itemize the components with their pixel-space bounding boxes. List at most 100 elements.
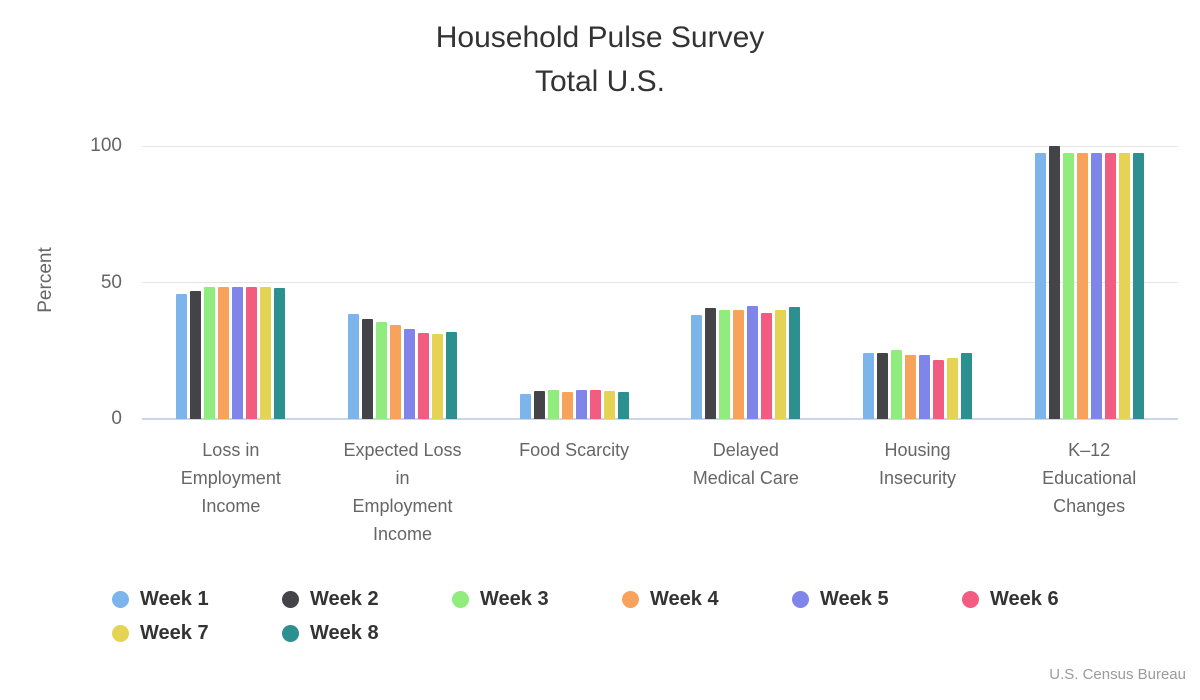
bar-week-5-delayed-medical-care[interactable] [747, 306, 759, 419]
bar-group-loss-in-employment-income [145, 146, 317, 419]
legend-marker-icon [792, 590, 809, 608]
bar-group-delayed-medical-care [660, 146, 832, 419]
legend-label: Week 6 [990, 587, 1059, 610]
chart-title: Household Pulse Survey Total U.S. [0, 16, 1200, 103]
bar-week-5-housing-insecurity[interactable] [918, 355, 930, 419]
legend-item-week-1[interactable]: Week 1 [112, 586, 282, 612]
bar-week-5-k-12-educational-changes[interactable] [1090, 153, 1102, 419]
bar-week-8-housing-insecurity[interactable] [960, 353, 972, 419]
legend: Week 1 Week 2 Week 3 Week 4 Week 5 Week 6 Week… [112, 586, 1142, 646]
legend-marker-icon [622, 590, 639, 608]
y-axis-ticks: 100 50 0 [50, 0, 122, 500]
bar-week-8-expected-loss-in-employment-income[interactable] [445, 332, 457, 419]
bar-week-3-k-12-educational-changes[interactable] [1062, 153, 1074, 419]
y-tick-100: 100 [90, 135, 122, 156]
legend-marker-icon [962, 590, 979, 608]
legend-marker-icon [112, 590, 129, 608]
legend-label: Week 1 [140, 587, 209, 610]
legend-label: Week 7 [140, 621, 209, 644]
legend-item-week-2[interactable]: Week 2 [282, 586, 452, 612]
bar-week-6-food-scarcity[interactable] [589, 390, 601, 419]
legend-label: Week 2 [310, 587, 379, 610]
bar-week-1-food-scarcity[interactable] [519, 394, 531, 419]
legend-item-week-8[interactable]: Week 8 [282, 620, 452, 646]
bar-week-5-loss-in-employment-income[interactable] [232, 287, 244, 419]
bar-week-6-k-12-educational-changes[interactable] [1104, 153, 1116, 419]
bar-week-4-delayed-medical-care[interactable] [733, 310, 745, 419]
plot-area [142, 146, 1178, 420]
bar-week-3-food-scarcity[interactable] [547, 390, 559, 419]
gridline-100 [142, 146, 1178, 147]
bar-groups [145, 146, 1175, 419]
bar-week-5-food-scarcity[interactable] [575, 390, 587, 419]
legend-marker-icon [452, 590, 469, 608]
credits-link[interactable]: U.S. Census Bureau [1049, 666, 1186, 683]
bar-week-7-k-12-educational-changes[interactable] [1118, 153, 1130, 419]
bar-week-2-housing-insecurity[interactable] [876, 353, 888, 419]
bar-week-3-delayed-medical-care[interactable] [719, 310, 731, 419]
bar-week-8-delayed-medical-care[interactable] [789, 307, 801, 419]
bar-week-2-food-scarcity[interactable] [533, 391, 545, 419]
bar-week-7-expected-loss-in-employment-income[interactable] [431, 334, 443, 419]
bar-group-housing-insecurity [832, 146, 1004, 419]
bar-week-1-loss-in-employment-income[interactable] [176, 294, 188, 419]
category-label-delayed-medical-care: Delayed Medical Care [692, 440, 799, 488]
bar-group-expected-loss-in-employment-income [317, 146, 489, 419]
bar-week-6-delayed-medical-care[interactable] [761, 313, 773, 419]
bar-week-2-loss-in-employment-income[interactable] [190, 291, 202, 419]
bar-week-1-k-12-educational-changes[interactable] [1034, 153, 1046, 419]
bar-week-2-expected-loss-in-employment-income[interactable] [361, 319, 373, 419]
bar-group-food-scarcity [488, 146, 660, 419]
category-label-housing-insecurity: Housing Insecurity [878, 440, 956, 488]
bar-week-6-housing-insecurity[interactable] [932, 360, 944, 419]
y-tick-0: 0 [111, 408, 122, 429]
category-label-food-scarcity: Food Scarcity [519, 440, 630, 460]
bar-week-4-loss-in-employment-income[interactable] [218, 287, 230, 419]
bar-week-3-expected-loss-in-employment-income[interactable] [375, 322, 387, 419]
legend-item-week-3[interactable]: Week 3 [452, 586, 622, 612]
bar-week-8-loss-in-employment-income[interactable] [274, 288, 286, 419]
category-label-loss-in-employment-income: Loss in Employment Income [180, 440, 281, 516]
legend-item-week-5[interactable]: Week 5 [792, 586, 962, 612]
x-axis-line [142, 418, 1178, 420]
chart-title-line1: Household Pulse Survey [435, 21, 765, 54]
bar-week-2-k-12-educational-changes[interactable] [1048, 146, 1060, 419]
bar-week-4-food-scarcity[interactable] [561, 392, 573, 419]
legend-label: Week 5 [820, 587, 889, 610]
bar-group-k-12-educational-changes [1003, 146, 1175, 419]
category-label-k-12-educational-changes: K–12 Educational Changes [1042, 440, 1137, 516]
bar-week-1-delayed-medical-care[interactable] [691, 315, 703, 419]
x-axis-category-labels: Loss in Employment Income Expected Loss i… [145, 437, 1175, 549]
legend-marker-icon [112, 624, 129, 642]
bar-week-7-loss-in-employment-income[interactable] [260, 287, 272, 419]
chart-title-line2: Total U.S. [534, 64, 666, 98]
bar-week-8-food-scarcity[interactable] [617, 392, 629, 419]
bar-week-7-housing-insecurity[interactable] [946, 358, 958, 419]
bar-week-6-loss-in-employment-income[interactable] [246, 287, 258, 419]
category-label-expected-loss-in-employment-income: Expected Loss in Employment Income [343, 440, 462, 544]
legend-marker-icon [282, 590, 299, 608]
legend-item-week-6[interactable]: Week 6 [962, 586, 1132, 612]
bar-week-4-k-12-educational-changes[interactable] [1076, 153, 1088, 419]
legend-label: Week 8 [310, 621, 379, 644]
bar-week-1-expected-loss-in-employment-income[interactable] [347, 314, 359, 419]
bar-week-2-delayed-medical-care[interactable] [705, 308, 717, 419]
bar-week-4-housing-insecurity[interactable] [904, 355, 916, 419]
bar-week-4-expected-loss-in-employment-income[interactable] [389, 325, 401, 419]
y-tick-50: 50 [100, 272, 122, 293]
bar-week-7-delayed-medical-care[interactable] [775, 310, 787, 419]
bar-week-8-k-12-educational-changes[interactable] [1132, 153, 1144, 419]
bar-week-3-housing-insecurity[interactable] [890, 350, 902, 419]
legend-item-week-7[interactable]: Week 7 [112, 620, 282, 646]
legend-label: Week 4 [650, 587, 719, 610]
bar-week-1-housing-insecurity[interactable] [862, 353, 874, 419]
legend-marker-icon [282, 624, 299, 642]
gridline-50 [142, 282, 1178, 283]
legend-label: Week 3 [480, 587, 549, 610]
bar-week-3-loss-in-employment-income[interactable] [204, 287, 216, 419]
bar-week-6-expected-loss-in-employment-income[interactable] [417, 333, 429, 419]
legend-item-week-4[interactable]: Week 4 [622, 586, 792, 612]
bar-week-7-food-scarcity[interactable] [603, 391, 615, 419]
bar-week-5-expected-loss-in-employment-income[interactable] [403, 329, 415, 419]
